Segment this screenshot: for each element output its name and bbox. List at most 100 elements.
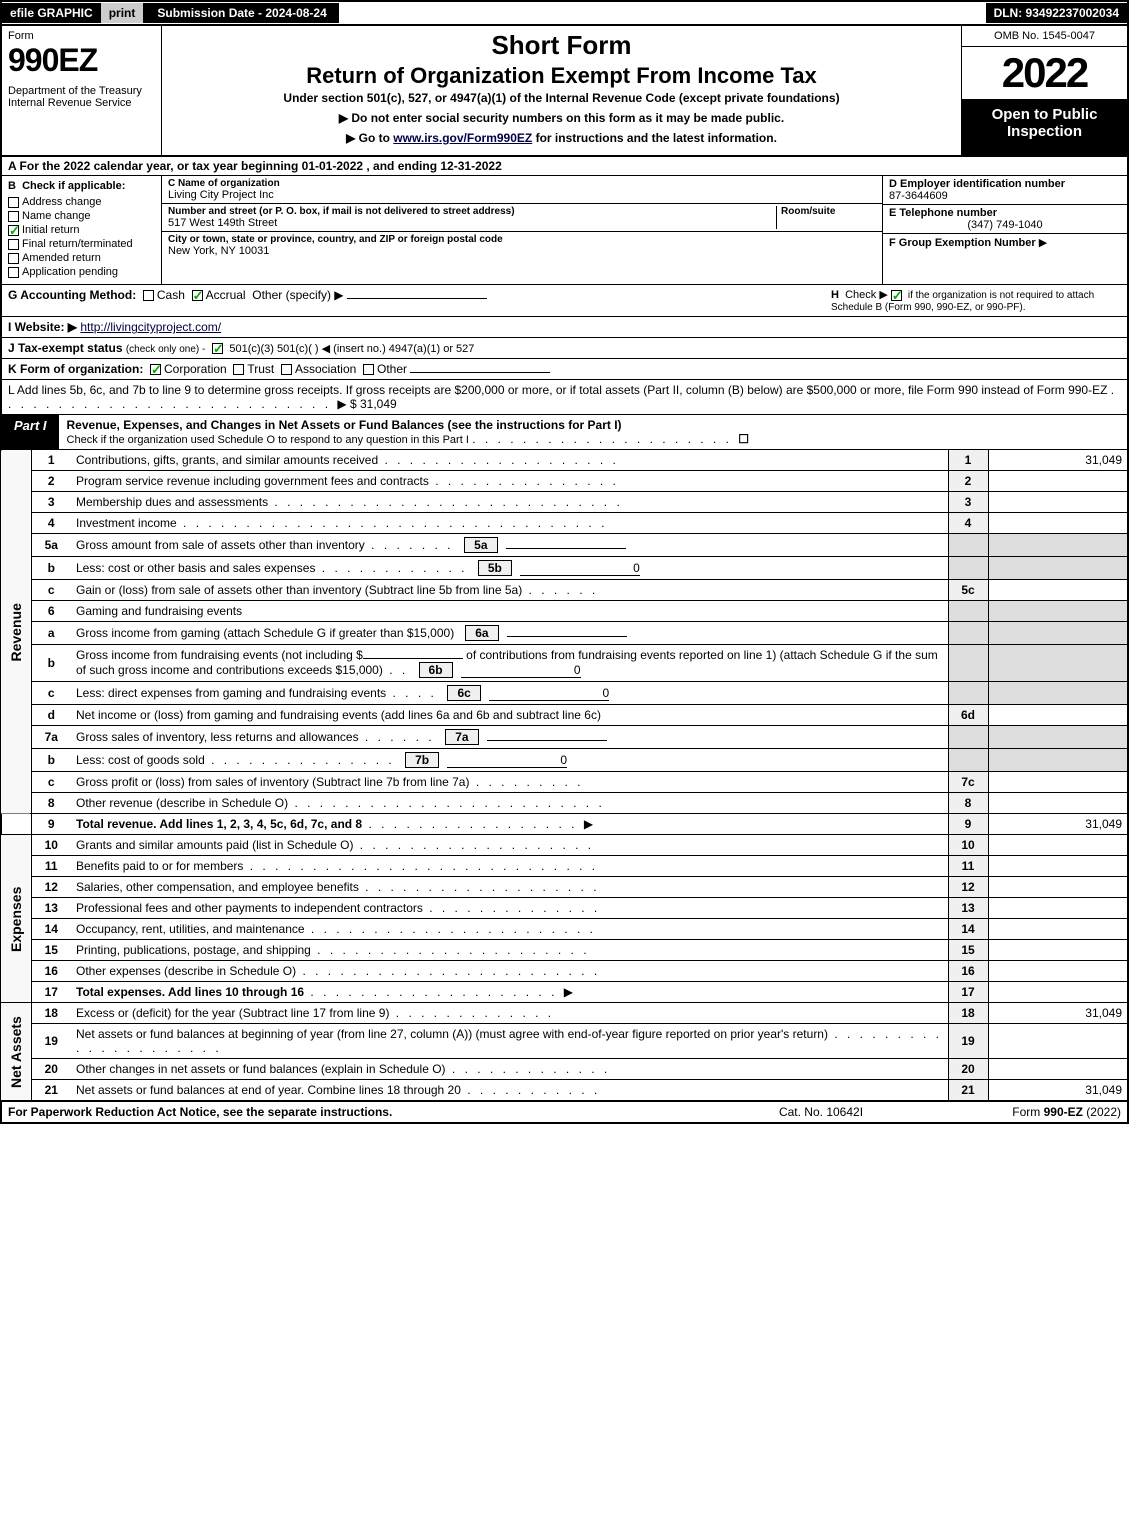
line-6c-val [988, 682, 1128, 705]
check-other-org[interactable] [363, 364, 374, 375]
line-6a-num: a [31, 622, 71, 645]
check-accrual[interactable] [192, 290, 203, 301]
line-3-num: 3 [31, 492, 71, 513]
line-11-box: 11 [948, 856, 988, 877]
line-19-desc: Net assets or fund balances at beginning… [71, 1024, 948, 1059]
section-k: K Form of organization: Corporation Trus… [0, 359, 1129, 380]
line-7b-desc: Less: cost of goods sold . . . . . . . .… [71, 749, 948, 772]
line-9-box: 9 [948, 814, 988, 835]
section-i: I Website: ▶ http://livingcityproject.co… [0, 317, 1129, 338]
line-19-num: 19 [31, 1024, 71, 1059]
check-501c3[interactable] [212, 343, 223, 354]
org-name: Living City Project Inc [168, 189, 876, 201]
website-label: I Website: ▶ [8, 320, 77, 334]
line-12-num: 12 [31, 877, 71, 898]
line-6b-desc: Gross income from fundraising events (no… [71, 645, 948, 682]
line-6d-num: d [31, 705, 71, 726]
section-b: B Check if applicable: Address change Na… [2, 176, 162, 284]
form-subtitle: Under section 501(c), 527, or 4947(a)(1)… [170, 91, 953, 105]
line-14-val [988, 919, 1128, 940]
line-2-val [988, 471, 1128, 492]
accounting-label: G Accounting Method: [8, 288, 136, 302]
line-7a-val [988, 726, 1128, 749]
line-5b-val [988, 557, 1128, 580]
irs-link[interactable]: www.irs.gov/Form990EZ [393, 131, 532, 145]
line-21-num: 21 [31, 1080, 71, 1101]
line-1-num: 1 [31, 450, 71, 471]
revenue-table: Revenue 1 Contributions, gifts, grants, … [0, 450, 1129, 1101]
line-5c-num: c [31, 580, 71, 601]
check-pending[interactable]: Application pending [8, 266, 155, 278]
line-16-desc: Other expenses (describe in Schedule O) … [71, 961, 948, 982]
check-final-return[interactable]: Final return/terminated [8, 238, 155, 250]
line-21-val: 31,049 [988, 1080, 1128, 1101]
form-header: Form 990EZ Department of the Treasury In… [0, 26, 1129, 157]
line-8-box: 8 [948, 793, 988, 814]
line-5a-box [948, 534, 988, 557]
line-6-desc: Gaming and fundraising events [71, 601, 948, 622]
line-3-box: 3 [948, 492, 988, 513]
check-initial-return[interactable]: Initial return [8, 224, 155, 236]
line-16-num: 16 [31, 961, 71, 982]
header-center: Short Form Return of Organization Exempt… [162, 26, 962, 155]
line-13-box: 13 [948, 898, 988, 919]
line-6a-box [948, 622, 988, 645]
header-left: Form 990EZ Department of the Treasury In… [2, 26, 162, 155]
print-button[interactable]: print [101, 3, 146, 23]
line-7c-box: 7c [948, 772, 988, 793]
part1-check[interactable]: ☐ [738, 432, 749, 446]
line-18-val: 31,049 [988, 1003, 1128, 1024]
line-20-desc: Other changes in net assets or fund bala… [71, 1059, 948, 1080]
section-e: E Telephone number (347) 749-1040 [883, 205, 1127, 234]
line-8-num: 8 [31, 793, 71, 814]
line-2-num: 2 [31, 471, 71, 492]
line-13-desc: Professional fees and other payments to … [71, 898, 948, 919]
line-5b-num: b [31, 557, 71, 580]
line-14-num: 14 [31, 919, 71, 940]
check-cash[interactable] [143, 290, 154, 301]
line-12-val [988, 877, 1128, 898]
short-form-title: Short Form [170, 30, 953, 61]
footer-right: Form 990-EZ (2022) [921, 1105, 1121, 1119]
tax-year: 2022 [962, 47, 1127, 100]
header-right: OMB No. 1545-0047 2022 Open to Public In… [962, 26, 1127, 155]
line-3-desc: Membership dues and assessments . . . . … [71, 492, 948, 513]
check-association[interactable] [281, 364, 292, 375]
line-1-box: 1 [948, 450, 988, 471]
line-6-num: 6 [31, 601, 71, 622]
check-schedule-b[interactable] [891, 290, 902, 301]
check-name-change[interactable]: Name change [8, 210, 155, 222]
org-addr-row: Number and street (or P. O. box, if mail… [162, 204, 882, 232]
website-link[interactable]: http://livingcityproject.com/ [80, 320, 221, 334]
footer-center: Cat. No. 10642I [721, 1105, 921, 1119]
line-5c-val [988, 580, 1128, 601]
line-6-val [988, 601, 1128, 622]
line-1-val: 31,049 [988, 450, 1128, 471]
dept-label: Department of the Treasury Internal Reve… [8, 85, 155, 109]
line-7a-desc: Gross sales of inventory, less returns a… [71, 726, 948, 749]
ein-label: D Employer identification number [889, 178, 1121, 190]
part-1-title: Revenue, Expenses, and Changes in Net As… [59, 415, 1127, 449]
org-addr: 517 West 149th Street [168, 217, 776, 229]
line-10-box: 10 [948, 835, 988, 856]
line-19-val [988, 1024, 1128, 1059]
note2-prefix: ▶ Go to [346, 131, 393, 145]
section-h: H Check ▶ if the organization is not req… [831, 288, 1121, 313]
line-5a-num: 5a [31, 534, 71, 557]
group-exempt-label: F Group Exemption Number [889, 237, 1036, 249]
section-f: F Group Exemption Number ▶ [883, 234, 1127, 284]
org-city-row: City or town, state or province, country… [162, 232, 882, 259]
line-8-desc: Other revenue (describe in Schedule O) .… [71, 793, 948, 814]
check-address-change[interactable]: Address change [8, 196, 155, 208]
section-def: D Employer identification number 87-3644… [882, 176, 1127, 284]
netassets-vlabel: Net Assets [1, 1003, 31, 1101]
check-trust[interactable] [233, 364, 244, 375]
line-1-desc: Contributions, gifts, grants, and simila… [71, 450, 948, 471]
gross-receipts-value: 31,049 [360, 397, 397, 411]
form-number: 990EZ [8, 42, 155, 79]
check-amended[interactable]: Amended return [8, 252, 155, 264]
line-5a-desc: Gross amount from sale of assets other t… [71, 534, 948, 557]
line-8-val [988, 793, 1128, 814]
line-12-desc: Salaries, other compensation, and employ… [71, 877, 948, 898]
check-corporation[interactable] [150, 364, 161, 375]
